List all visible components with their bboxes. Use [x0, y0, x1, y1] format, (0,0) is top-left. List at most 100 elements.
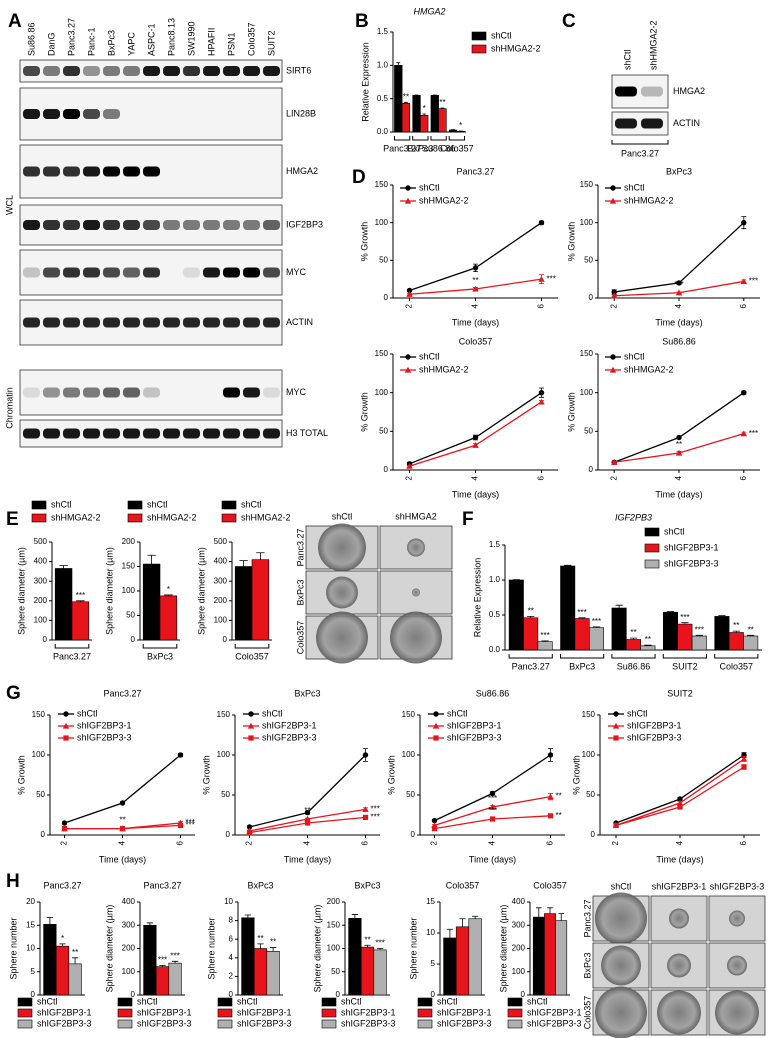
chart-title: SUIT2	[667, 688, 693, 698]
y-tick-label: 150	[327, 920, 341, 929]
legend-label: shIGF2BP3-3	[37, 1018, 92, 1028]
row-label: Colo357	[582, 996, 592, 1030]
blot-band	[183, 428, 200, 439]
bracket	[611, 140, 669, 145]
point	[677, 796, 683, 802]
blot-band	[23, 267, 40, 278]
legend-label: shIGF2BP3-1	[341, 1007, 396, 1017]
blot-band	[123, 166, 140, 177]
y-tick-label: 0	[43, 635, 48, 644]
error-bar	[446, 928, 454, 938]
blot-band	[103, 317, 120, 328]
point	[489, 790, 496, 797]
bar	[691, 635, 707, 651]
significance-label: ***	[186, 821, 195, 830]
y-tick-label: 10	[426, 928, 435, 937]
bar	[68, 963, 82, 996]
y-axis-label: Sphere diameter (µm)	[312, 905, 322, 993]
bar	[71, 601, 90, 641]
x-tick-label: Panc3.27	[512, 661, 550, 671]
y-tick-label: 4	[229, 953, 234, 962]
y-tick-label: 0	[336, 990, 341, 999]
y-axis-label: Sphere diameter (µm)	[104, 905, 114, 993]
point	[362, 806, 369, 812]
lane-label: SUIT2	[266, 30, 276, 56]
row-label: H3 TOTAL	[286, 428, 328, 438]
legend-label: shCtl	[37, 996, 58, 1006]
point	[304, 820, 311, 826]
y-axis-label: % Growth	[566, 222, 576, 262]
blot-band	[223, 220, 240, 230]
error-bar	[547, 907, 553, 914]
legend-label: shHMGA2-2	[419, 195, 469, 205]
significance-label: ***	[158, 956, 167, 965]
legend-marker	[613, 735, 619, 741]
bar	[532, 916, 545, 996]
y-tick-label: 1.5	[489, 540, 501, 549]
point	[741, 219, 747, 226]
y-tick-label: 200	[512, 944, 526, 953]
legend-marker	[612, 722, 620, 729]
bar	[43, 924, 57, 996]
error-bar	[747, 634, 755, 636]
error-bar	[364, 944, 371, 948]
y-tick-label: 150	[217, 710, 231, 719]
lane-label: YAPC	[126, 32, 136, 56]
point	[406, 287, 413, 294]
x-tick-label: Su86.86	[422, 143, 456, 153]
significance-label: ***	[680, 613, 689, 622]
legend-label: shCtl	[624, 182, 645, 192]
point	[675, 289, 683, 296]
y-tick-label: 100	[217, 750, 231, 759]
y-tick-label: 1.0	[377, 60, 389, 69]
bar	[456, 131, 465, 133]
x-tick-label: 6	[739, 475, 748, 480]
legend-label: shIGF2BP3-1	[627, 720, 682, 730]
legend-marker	[610, 354, 616, 360]
legend-swatch	[127, 513, 143, 523]
error-bar	[46, 916, 54, 925]
x-tick-label: 6	[361, 840, 370, 845]
y-axis-label: % Growth	[359, 222, 369, 262]
y-tick-label: 200	[122, 944, 136, 953]
blot-band	[163, 66, 180, 76]
lane-label: Panc8.13	[166, 18, 176, 56]
blot-band	[143, 66, 160, 76]
sphere	[729, 910, 745, 927]
legend-label: shCtl	[419, 182, 440, 192]
blot-band	[641, 118, 663, 129]
legend-label: shIGF2BP3-1	[137, 1007, 192, 1017]
x-tick-label: 2	[609, 303, 618, 308]
bracket	[662, 654, 707, 659]
legend-marker	[247, 722, 255, 729]
bar	[560, 565, 576, 651]
blot-band	[123, 387, 140, 398]
legend-swatch	[117, 1008, 133, 1018]
x-tick-label: BxPc3	[407, 143, 433, 153]
point	[61, 826, 68, 832]
point	[431, 817, 438, 824]
significance-label: ***	[547, 274, 556, 283]
blot-band	[103, 66, 120, 76]
y-tick-label: 150	[32, 710, 46, 719]
y-tick-label: 0	[131, 635, 136, 644]
sphere	[657, 990, 701, 1035]
y-axis-label: % Growth	[16, 755, 26, 795]
blot-band	[103, 267, 120, 278]
legend-marker	[613, 711, 619, 717]
legend-label: shIGF2BP3-1	[664, 542, 719, 552]
y-tick-label: 400	[214, 557, 228, 566]
blot-band	[63, 387, 80, 398]
blot-band	[63, 428, 80, 439]
bar	[251, 559, 270, 641]
point	[472, 442, 479, 448]
error-bar	[695, 634, 703, 636]
bracket	[54, 644, 90, 649]
legend-label: shHMGA2-2	[491, 43, 541, 53]
y-tick-label: 150	[122, 562, 136, 571]
x-tick-label: 2	[405, 303, 414, 308]
lane-label: Su86.86	[26, 22, 36, 56]
blot-band	[63, 220, 80, 230]
legend-label: shCtl	[437, 996, 458, 1006]
blot-band	[223, 428, 240, 439]
